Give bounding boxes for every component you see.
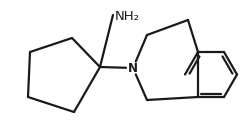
Text: NH₂: NH₂ [115, 9, 140, 22]
Text: N: N [128, 62, 138, 75]
